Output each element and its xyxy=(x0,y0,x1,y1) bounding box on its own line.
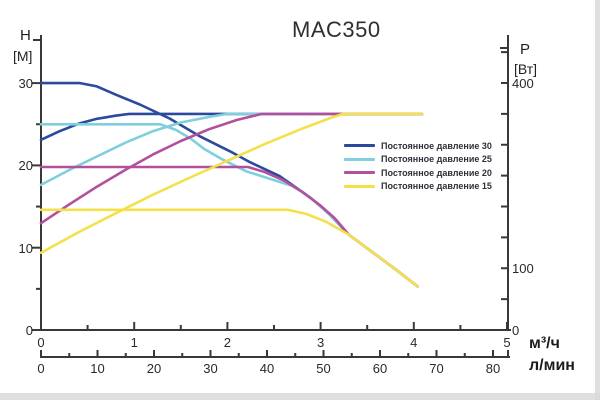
power-curve-20 xyxy=(39,112,424,225)
legend-label: Постоянное давление 15 xyxy=(381,181,492,192)
legend-line-swatch xyxy=(344,171,375,175)
right-axis-unit: [Вт] xyxy=(514,61,538,77)
scan-edge-bottom xyxy=(0,393,600,400)
legend-line-swatch xyxy=(344,157,375,161)
left-axis-name: H xyxy=(20,27,31,44)
x-axis-primary-unit: м³/ч xyxy=(529,335,560,352)
legend: Постоянное давление 30 Постоянное давлени… xyxy=(344,140,492,192)
right-axis-tick-label: 400 xyxy=(512,76,534,91)
chart-title: MAC350 xyxy=(292,17,381,42)
x-secondary-tick-label: 10 xyxy=(90,361,105,376)
x-primary-tick-label: 4 xyxy=(410,335,418,350)
x-primary-tick-label: 1 xyxy=(130,335,138,350)
legend-item: Постоянное давление 25 xyxy=(344,154,492,166)
legend-item: Постоянное давление 30 xyxy=(344,140,492,152)
x-secondary-tick-label: 80 xyxy=(485,361,501,376)
legend-label: Постоянное давление 25 xyxy=(381,154,492,165)
power-curve-30 xyxy=(39,112,424,142)
left-axis-tick-label: 30 xyxy=(18,76,33,92)
x-primary-tick-label: 2 xyxy=(223,335,231,350)
legend-line-swatch xyxy=(344,144,375,148)
left-axis-tick-label: 10 xyxy=(18,240,33,256)
legend-item: Постоянное давление 15 xyxy=(344,181,492,193)
left-axis-unit: [М] xyxy=(13,48,33,64)
left-axis-tick-label: 0 xyxy=(25,323,33,338)
legend-item: Постоянное давление 20 xyxy=(344,167,492,179)
head-curve-15 xyxy=(39,208,419,288)
x-secondary-tick-label: 20 xyxy=(146,361,162,376)
x-secondary-tick-label: 0 xyxy=(37,361,45,376)
left-axis-tick-label: 20 xyxy=(18,158,33,174)
scan-edge-right xyxy=(595,0,600,400)
x-secondary-tick-label: 40 xyxy=(259,361,275,376)
power-curve-15 xyxy=(39,112,424,255)
legend-label: Постоянное давление 30 xyxy=(381,140,492,151)
right-axis-tick-label: 0 xyxy=(512,323,520,338)
x-axis-secondary-unit: л/мин xyxy=(529,357,575,374)
power-curve-25 xyxy=(39,112,424,187)
legend-line-swatch xyxy=(344,184,375,188)
x-secondary-tick-label: 30 xyxy=(203,361,218,376)
right-axis-tick-label: 100 xyxy=(512,261,534,277)
x-secondary-tick-label: 60 xyxy=(372,361,388,376)
right-axis-name: P xyxy=(520,41,531,58)
x-secondary-tick-label: 50 xyxy=(316,361,331,376)
legend-label: Постоянное давление 20 xyxy=(381,167,492,178)
x-primary-tick-label: 0 xyxy=(37,335,45,350)
x-primary-tick-label: 3 xyxy=(316,335,325,350)
x-primary-tick-label: 5 xyxy=(503,335,511,350)
x-secondary-tick-label: 70 xyxy=(429,361,444,376)
